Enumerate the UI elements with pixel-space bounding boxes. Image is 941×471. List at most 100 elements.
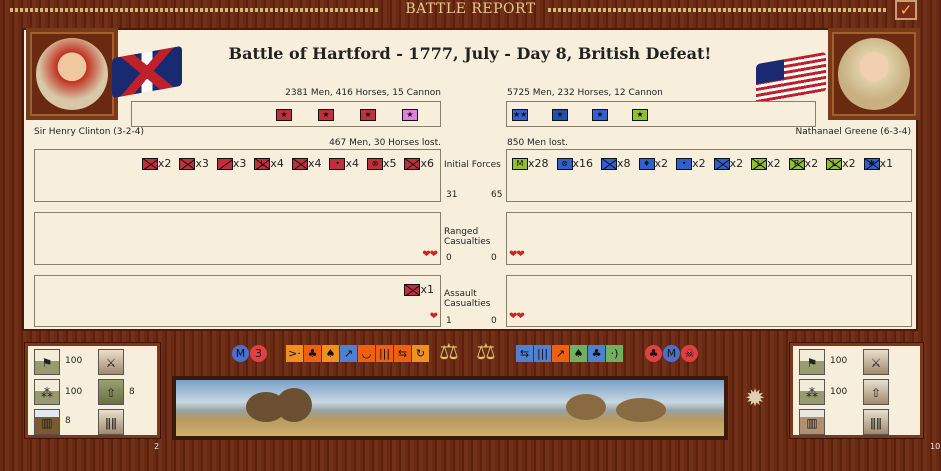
- combat-modifier-icon[interactable]: ♠: [322, 345, 339, 362]
- combat-modifier-icon[interactable]: ⇆: [516, 345, 533, 362]
- combat-modifier-icon[interactable]: ♣: [304, 345, 321, 362]
- british-losses: 467 Men, 30 Horses lost.: [329, 138, 441, 148]
- ammo-value: 100: [65, 387, 83, 397]
- unit-counter-icon: [713, 158, 730, 170]
- unit-counter-icon: ★: [402, 109, 418, 121]
- combat-modifier-icon[interactable]: ◡: [358, 345, 375, 362]
- unit-counter-icon: ✱: [863, 158, 880, 170]
- unit-entry[interactable]: ✱ x1: [863, 157, 894, 170]
- page-number-left: 2: [154, 442, 160, 451]
- unit-count: x4: [307, 157, 322, 170]
- unit-entry[interactable]: • x4: [329, 157, 359, 170]
- american-assault-casualties: ❤❤: [506, 275, 912, 327]
- unit-counter-icon: L: [826, 158, 843, 170]
- british-strength: 2381 Men, 416 Horses, 15 Cannon: [285, 88, 441, 98]
- rope-decoration: [10, 8, 380, 12]
- unit-count: x2: [767, 157, 781, 170]
- british-leaders-box: ★ ★ ★ ★: [131, 101, 441, 127]
- unit-entry[interactable]: x3: [179, 157, 209, 170]
- unit-counter-icon: ⊗: [366, 158, 383, 170]
- leader-counter[interactable]: ★: [632, 109, 648, 121]
- fortification-icon: ▥: [799, 409, 825, 435]
- fortification-value: 8: [65, 416, 71, 426]
- american-assault-count: 0: [491, 316, 497, 326]
- unit-entry[interactable]: ♦ x2: [638, 157, 668, 170]
- leader-counter[interactable]: ★: [592, 109, 608, 121]
- unit-count: x2: [692, 157, 706, 170]
- combat-modifier-icon[interactable]: ↗: [552, 345, 569, 362]
- unit-counter-icon: ♦: [638, 158, 655, 170]
- leader-counter[interactable]: ★: [360, 109, 376, 121]
- combat-modifier-icon[interactable]: ♠: [570, 345, 587, 362]
- unit-counter-icon: [404, 158, 421, 170]
- unit-entry[interactable]: ⊗ x5: [366, 157, 396, 170]
- weather-sun-icon[interactable]: ✹: [745, 384, 766, 412]
- british-assault-count: 1: [446, 316, 452, 326]
- unit-counter-icon: ★: [592, 109, 608, 121]
- supply-icon: ⚑: [34, 349, 60, 375]
- unit-entry[interactable]: x6: [404, 157, 434, 170]
- advance-arrow-icon: ⇧: [98, 379, 124, 405]
- british-stats-panel: ⚑ 100 ⚔ ⁂ 100 ⇧ 8 ▥ 8 ǁǁ: [24, 342, 161, 439]
- advance-arrow-icon: ⇧: [863, 379, 889, 405]
- combat-modifier-icon[interactable]: ☠: [681, 345, 698, 362]
- infantry-line-icon: ǁǁ: [98, 409, 124, 435]
- combat-modifier-icon[interactable]: ↗: [340, 345, 357, 362]
- assault-casualties-label: Assault Casualties: [444, 289, 491, 309]
- leader-counter[interactable]: ★: [402, 109, 418, 121]
- leader-counter[interactable]: ★: [552, 109, 568, 121]
- british-advantage-scales-icon: ⚖: [439, 340, 459, 365]
- combat-modifier-icon[interactable]: ·): [606, 345, 623, 362]
- unit-counter-icon: R: [788, 158, 805, 170]
- window-title: BATTLE REPORT: [405, 1, 536, 17]
- unit-entry[interactable]: ⊗ x16: [556, 157, 593, 170]
- unit-entry[interactable]: x1: [404, 283, 434, 296]
- unit-entry[interactable]: x2: [713, 157, 743, 170]
- combat-modifier-icon[interactable]: 3: [250, 345, 267, 362]
- unit-counter-icon: •: [329, 158, 346, 170]
- combat-modifier-icon[interactable]: |||: [376, 345, 393, 362]
- ok-button[interactable]: ✓: [895, 0, 917, 20]
- american-stats-panel: ⚑ 100 ⚔ ⁂ 100 ⇧ ▥ ǁǁ: [789, 342, 924, 439]
- combat-modifier-icon[interactable]: |||: [534, 345, 551, 362]
- initial-forces-label: Initial Forces: [444, 160, 501, 170]
- title-bar: BATTLE REPORT ✓: [0, 0, 941, 22]
- combat-modifier-icon[interactable]: M: [232, 345, 249, 362]
- unit-entry[interactable]: x8: [601, 157, 631, 170]
- leader-counter[interactable]: ★★: [512, 109, 528, 121]
- unit-entry[interactable]: • x2: [676, 157, 706, 170]
- morale-hearts: ❤❤: [509, 311, 525, 322]
- combat-modifier-icon[interactable]: ↻: [412, 345, 429, 362]
- unit-count: x2: [804, 157, 819, 170]
- combat-modifier-icon[interactable]: ⇆: [394, 345, 411, 362]
- unit-counter-icon: ★: [276, 109, 292, 121]
- combat-modifier-icon[interactable]: ♣: [588, 345, 605, 362]
- british-ranged-casualties: ❤❤: [34, 212, 441, 265]
- unit-count: x1: [879, 157, 894, 170]
- battle-heading: Battle of Hartford - 1777, July - Day 8,…: [228, 44, 712, 63]
- advance-value: 8: [129, 387, 135, 397]
- combat-modifier-icon[interactable]: M: [663, 345, 680, 362]
- page-number-right: 10: [930, 442, 941, 451]
- ranged-casualties-label: Ranged Casualties: [444, 227, 491, 247]
- fortification-icon: ▥: [34, 409, 60, 435]
- unit-entry[interactable]: x4: [291, 157, 322, 170]
- american-general-portrait: [828, 28, 920, 120]
- ammo-value: 100: [830, 387, 848, 397]
- leader-counter[interactable]: ★: [276, 109, 292, 121]
- unit-entry[interactable]: x2: [141, 157, 171, 170]
- combat-modifier-icon[interactable]: ♣: [645, 345, 662, 362]
- combat-modifier-icon[interactable]: >·: [286, 345, 303, 362]
- rope-decoration: [548, 8, 886, 12]
- leader-counter[interactable]: ★: [318, 109, 334, 121]
- unit-counter-icon: ★: [552, 109, 568, 121]
- unit-count: x8: [617, 157, 631, 170]
- unit-entry[interactable]: x3: [216, 157, 246, 170]
